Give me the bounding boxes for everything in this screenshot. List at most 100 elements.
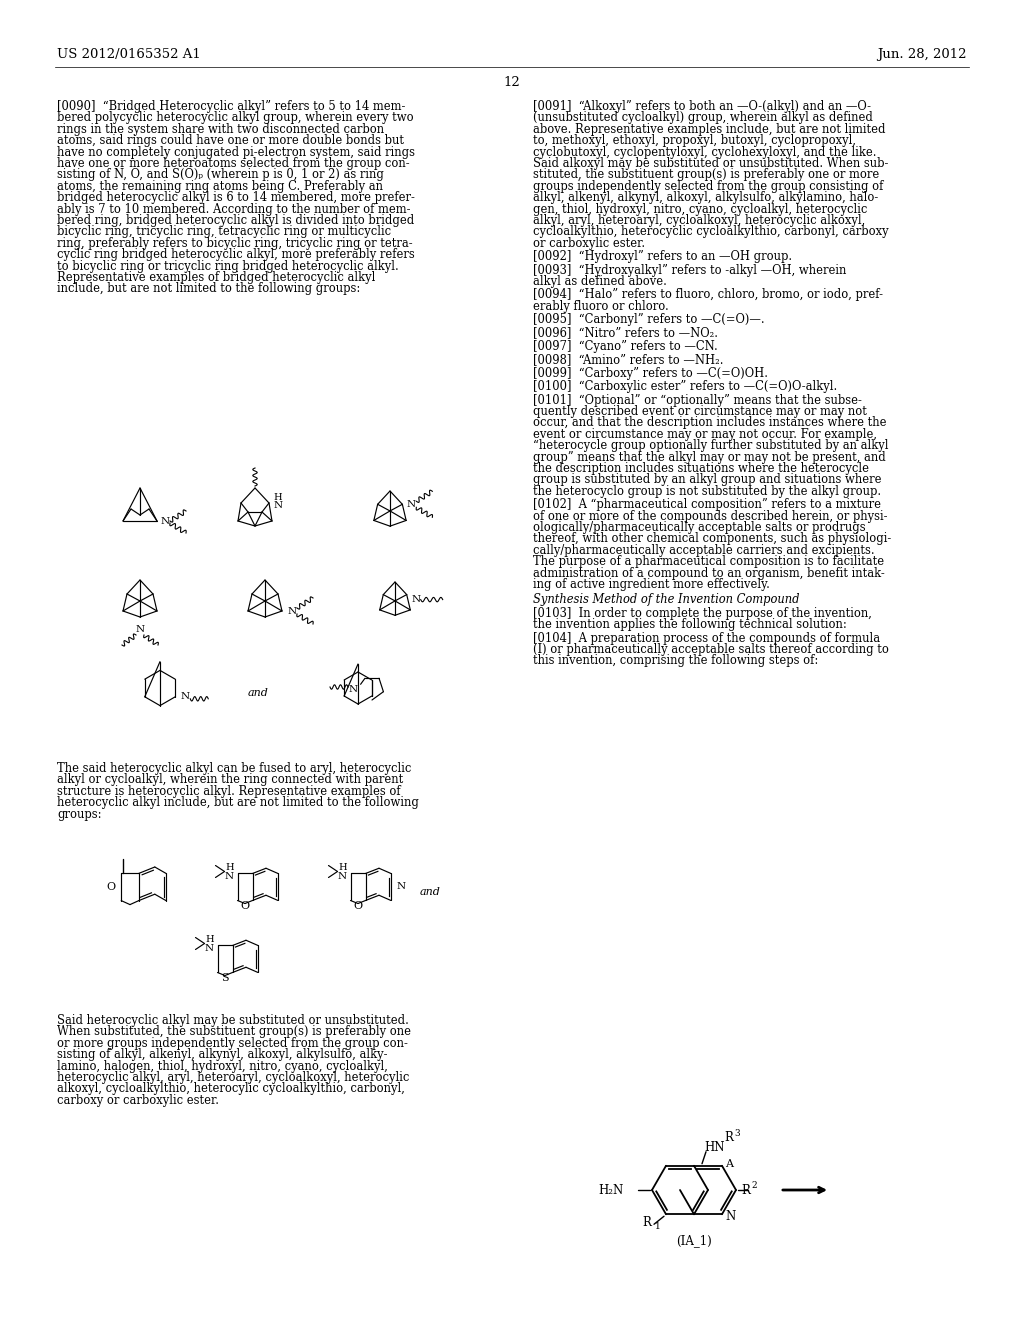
Text: US 2012/0165352 A1: US 2012/0165352 A1 (57, 48, 201, 61)
Text: H₂N: H₂N (599, 1184, 624, 1196)
Text: Said heterocyclic alkyl may be substituted or unsubstituted.: Said heterocyclic alkyl may be substitut… (57, 1014, 409, 1027)
Text: N: N (161, 516, 170, 525)
Text: N: N (396, 883, 406, 891)
Text: alkyl or cycloalkyl, wherein the ring connected with parent: alkyl or cycloalkyl, wherein the ring co… (57, 774, 403, 787)
Text: HN: HN (705, 1142, 725, 1154)
Text: stituted, the substituent group(s) is preferably one or more: stituted, the substituent group(s) is pr… (534, 169, 880, 181)
Text: occur, and that the description includes instances where the: occur, and that the description includes… (534, 416, 887, 429)
Text: H: H (225, 863, 233, 873)
Text: N: N (348, 685, 357, 693)
Text: The said heterocyclic alkyl can be fused to aryl, heterocyclic: The said heterocyclic alkyl can be fused… (57, 762, 412, 775)
Text: this invention, comprising the following steps of:: this invention, comprising the following… (534, 655, 818, 668)
Text: N: N (225, 873, 234, 880)
Text: [0102]  A “pharmaceutical composition” refers to a mixture: [0102] A “pharmaceutical composition” re… (534, 498, 881, 511)
Text: bered polycyclic heterocyclic alkyl group, wherein every two: bered polycyclic heterocyclic alkyl grou… (57, 111, 414, 124)
Text: above. Representative examples include, but are not limited: above. Representative examples include, … (534, 123, 886, 136)
Text: When substituted, the substituent group(s) is preferably one: When substituted, the substituent group(… (57, 1026, 411, 1039)
Text: groups:: groups: (57, 808, 101, 821)
Text: cyclobutoxyl, cyclopentyloxyl, cyclohexyloxyl, and the like.: cyclobutoxyl, cyclopentyloxyl, cyclohexy… (534, 145, 877, 158)
Text: sisting of N, O, and S(O)ₚ (wherein p is 0, 1 or 2) as ring: sisting of N, O, and S(O)ₚ (wherein p is… (57, 169, 384, 181)
Text: heterocyclic alkyl include, but are not limited to the following: heterocyclic alkyl include, but are not … (57, 796, 419, 809)
Text: to bicyclic ring or tricyclic ring bridged heterocyclic alkyl.: to bicyclic ring or tricyclic ring bridg… (57, 260, 398, 273)
Text: [0093]  “Hydroxyalkyl” refers to -alkyl —OH, wherein: [0093] “Hydroxyalkyl” refers to -alkyl —… (534, 264, 847, 277)
Text: [0096]  “Nitro” refers to —NO₂.: [0096] “Nitro” refers to —NO₂. (534, 326, 718, 339)
Text: Synthesis Method of the Invention Compound: Synthesis Method of the Invention Compou… (534, 594, 800, 606)
Text: R: R (741, 1184, 750, 1196)
Text: N: N (135, 624, 144, 634)
Text: structure is heterocyclic alkyl. Representative examples of: structure is heterocyclic alkyl. Represe… (57, 785, 400, 797)
Text: [0097]  “Cyano” refers to —CN.: [0097] “Cyano” refers to —CN. (534, 341, 718, 352)
Text: or more groups independently selected from the group con-: or more groups independently selected fr… (57, 1036, 408, 1049)
Text: [0103]  In order to complete the purpose of the invention,: [0103] In order to complete the purpose … (534, 607, 871, 620)
Text: A: A (725, 1159, 733, 1168)
Text: quently described event or circumstance may or may not: quently described event or circumstance … (534, 405, 867, 418)
Text: N: N (205, 944, 214, 953)
Text: [0091]  “Alkoxyl” refers to both an —O-(alkyl) and an —O-: [0091] “Alkoxyl” refers to both an —O-(a… (534, 100, 871, 114)
Text: 1: 1 (655, 1222, 662, 1230)
Text: N: N (338, 873, 347, 880)
Text: 12: 12 (504, 77, 520, 88)
Text: rings in the system share with two disconnected carbon: rings in the system share with two disco… (57, 123, 384, 136)
Text: S: S (221, 973, 228, 983)
Text: [0104]  A preparation process of the compounds of formula: [0104] A preparation process of the comp… (534, 631, 880, 644)
Text: [0090]  “Bridged Heterocyclic alkyl” refers to 5 to 14 mem-: [0090] “Bridged Heterocyclic alkyl” refe… (57, 100, 406, 114)
Text: bered ring, bridged heterocyclic alkyl is divided into bridged: bered ring, bridged heterocyclic alkyl i… (57, 214, 415, 227)
Text: alkoxyl, cycloalkylthio, heterocylic cycloalkylthio, carbonyl,: alkoxyl, cycloalkylthio, heterocylic cyc… (57, 1082, 404, 1096)
Text: N: N (725, 1209, 735, 1222)
Text: cally/pharmaceutically acceptable carriers and excipients.: cally/pharmaceutically acceptable carrie… (534, 544, 874, 557)
Text: atoms, the remaining ring atoms being C. Preferably an: atoms, the remaining ring atoms being C.… (57, 180, 383, 193)
Text: The purpose of a pharmaceutical composition is to facilitate: The purpose of a pharmaceutical composit… (534, 556, 884, 568)
Text: alkyl, aryl, heteroaryl, cycloalkoxyl, heterocyclic alkoxyl,: alkyl, aryl, heteroaryl, cycloalkoxyl, h… (534, 214, 865, 227)
Text: O: O (353, 902, 362, 912)
Text: H: H (338, 863, 347, 873)
Text: have no completely conjugated pi-electron system, said rings: have no completely conjugated pi-electro… (57, 145, 415, 158)
Text: Jun. 28, 2012: Jun. 28, 2012 (878, 48, 967, 61)
Text: ologically/pharmaceutically acceptable salts or prodrugs: ologically/pharmaceutically acceptable s… (534, 521, 865, 535)
Text: or carboxylic ester.: or carboxylic ester. (534, 236, 645, 249)
Text: bicyclic ring, tricyclic ring, tetracyclic ring or multicyclic: bicyclic ring, tricyclic ring, tetracycl… (57, 226, 391, 239)
Text: bridged heterocyclic alkyl is 6 to 14 membered, more prefer-: bridged heterocyclic alkyl is 6 to 14 me… (57, 191, 415, 205)
Text: “heterocycle group optionally further substituted by an alkyl: “heterocycle group optionally further su… (534, 440, 889, 453)
Text: lamino, halogen, thiol, hydroxyl, nitro, cyano, cycloalkyl,: lamino, halogen, thiol, hydroxyl, nitro,… (57, 1060, 388, 1073)
Text: Representative examples of bridged heterocyclic alkyl: Representative examples of bridged heter… (57, 271, 376, 284)
Text: Said alkoxyl may be substituted or unsubstituted. When sub-: Said alkoxyl may be substituted or unsub… (534, 157, 889, 170)
Text: 3: 3 (734, 1129, 739, 1138)
Text: [0099]  “Carboxy” refers to —C(=O)OH.: [0099] “Carboxy” refers to —C(=O)OH. (534, 367, 768, 380)
Text: sisting of alkyl, alkenyl, alkynyl, alkoxyl, alkylsulfo, alky-: sisting of alkyl, alkenyl, alkynyl, alko… (57, 1048, 387, 1061)
Text: and: and (420, 887, 441, 898)
Text: N: N (288, 606, 297, 615)
Text: alkyl as defined above.: alkyl as defined above. (534, 275, 667, 288)
Text: of one or more of the compounds described herein, or physi-: of one or more of the compounds describe… (534, 510, 888, 523)
Text: atoms, said rings could have one or more double bonds but: atoms, said rings could have one or more… (57, 135, 404, 148)
Text: gen, thiol, hydroxyl, nitro, cyano, cycloalkyl, heterocyclic: gen, thiol, hydroxyl, nitro, cyano, cycl… (534, 202, 867, 215)
Text: N: N (273, 502, 283, 511)
Text: H: H (273, 492, 283, 502)
Text: carboxy or carboxylic ester.: carboxy or carboxylic ester. (57, 1094, 219, 1106)
Text: event or circumstance may or may not occur. For example,: event or circumstance may or may not occ… (534, 428, 877, 441)
Text: R: R (642, 1216, 651, 1229)
Text: [0100]  “Carboxylic ester” refers to —C(=O)O-alkyl.: [0100] “Carboxylic ester” refers to —C(=… (534, 380, 838, 393)
Text: the heterocyclo group is not substituted by the alkyl group.: the heterocyclo group is not substituted… (534, 484, 881, 498)
Text: R: R (724, 1131, 733, 1144)
Text: N: N (407, 500, 416, 508)
Text: groups independently selected from the group consisting of: groups independently selected from the g… (534, 180, 884, 193)
Text: H: H (205, 935, 214, 944)
Text: alkyl, alkenyl, alkynyl, alkoxyl, alkylsulfo, alkylamino, halo-: alkyl, alkenyl, alkynyl, alkoxyl, alkyls… (534, 191, 879, 205)
Text: group” means that the alkyl may or may not be present, and: group” means that the alkyl may or may n… (534, 450, 886, 463)
Text: 2: 2 (751, 1180, 757, 1189)
Text: include, but are not limited to the following groups:: include, but are not limited to the foll… (57, 282, 360, 296)
Text: (IA_1): (IA_1) (676, 1234, 712, 1247)
Text: N: N (412, 595, 420, 605)
Text: N: N (180, 692, 189, 701)
Text: (unsubstituted cycloalkyl) group, wherein alkyl as defined: (unsubstituted cycloalkyl) group, wherei… (534, 111, 872, 124)
Text: to, methoxyl, ethoxyl, propoxyl, butoxyl, cyclopropoxyl,: to, methoxyl, ethoxyl, propoxyl, butoxyl… (534, 135, 856, 148)
Text: O: O (106, 882, 116, 892)
Text: O: O (241, 902, 250, 912)
Text: (I) or pharmaceutically acceptable salts thereof according to: (I) or pharmaceutically acceptable salts… (534, 643, 889, 656)
Text: [0095]  “Carbonyl” refers to —C(=O)—.: [0095] “Carbonyl” refers to —C(=O)—. (534, 313, 765, 326)
Text: ring, preferably refers to bicyclic ring, tricyclic ring or tetra-: ring, preferably refers to bicyclic ring… (57, 236, 413, 249)
Text: thereof, with other chemical components, such as physiologi-: thereof, with other chemical components,… (534, 532, 891, 545)
Text: cyclic ring bridged heterocyclic alkyl, more preferably refers: cyclic ring bridged heterocyclic alkyl, … (57, 248, 415, 261)
Text: [0101]  “Optional” or “optionally” means that the subse-: [0101] “Optional” or “optionally” means … (534, 393, 862, 407)
Text: [0094]  “Halo” refers to fluoro, chloro, bromo, or iodo, pref-: [0094] “Halo” refers to fluoro, chloro, … (534, 288, 883, 301)
